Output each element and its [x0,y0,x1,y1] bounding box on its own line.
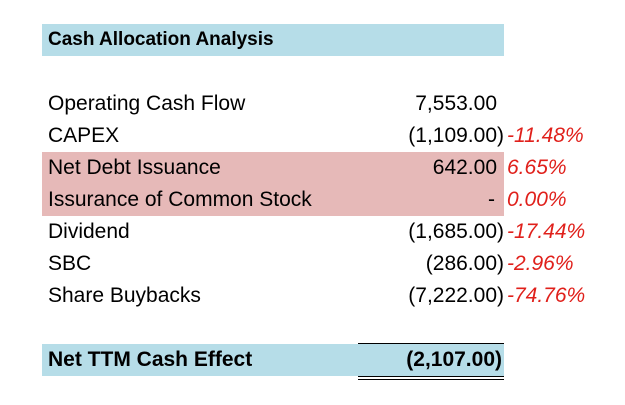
row-share-buybacks: Share Buybacks (7,222.00) -74.76% [42,280,612,312]
row-label: Operating Cash Flow [48,92,246,115]
cash-allocation-table: Operating Cash Flow 7,553.00 CAPEX (1,10… [42,88,612,312]
page-title: Cash Allocation Analysis [48,29,274,50]
total-double-underline-1 [358,376,504,377]
row-percent: -17.44% [507,220,586,243]
row-value: 7,553.00 [415,92,497,115]
row-capex: CAPEX (1,109.00) -11.48% [42,120,612,152]
row-value: (1,109.00) [408,124,504,147]
row-value: (1,685.00) [408,220,504,243]
row-percent: 0.00% [507,188,567,211]
title-bar: Cash Allocation Analysis [42,24,504,56]
row-label: Net Debt Issuance [48,156,221,179]
row-percent: -2.96% [507,252,574,275]
row-label: CAPEX [48,124,120,147]
row-value: (7,222.00) [408,284,504,307]
row-common-stock: Issurance of Common Stock - 0.00% [42,184,612,216]
row-highlight [42,184,504,216]
row-label: Share Buybacks [48,284,201,307]
row-label: Dividend [48,220,130,243]
row-value: (286.00) [425,252,504,275]
row-sbc: SBC (286.00) -2.96% [42,248,612,280]
total-double-underline-2 [358,379,504,380]
row-value: 642.00 [432,156,497,179]
row-label: Issurance of Common Stock [48,188,312,211]
total-value: (2,107.00) [406,348,502,371]
row-value: - [488,188,495,211]
row-label: SBC [48,252,92,275]
row-net-debt-issuance: Net Debt Issuance 642.00 6.65% [42,152,612,184]
row-percent: 6.65% [507,156,567,179]
row-percent: -11.48% [507,124,584,147]
row-dividend: Dividend (1,685.00) -17.44% [42,216,612,248]
total-label: Net TTM Cash Effect [48,348,253,371]
row-highlight [42,152,504,184]
row-operating-cash-flow: Operating Cash Flow 7,553.00 [42,88,612,120]
total-row: Net TTM Cash Effect (2,107.00) [42,344,504,376]
total-top-border [358,343,504,344]
row-percent: -74.76% [507,284,586,307]
